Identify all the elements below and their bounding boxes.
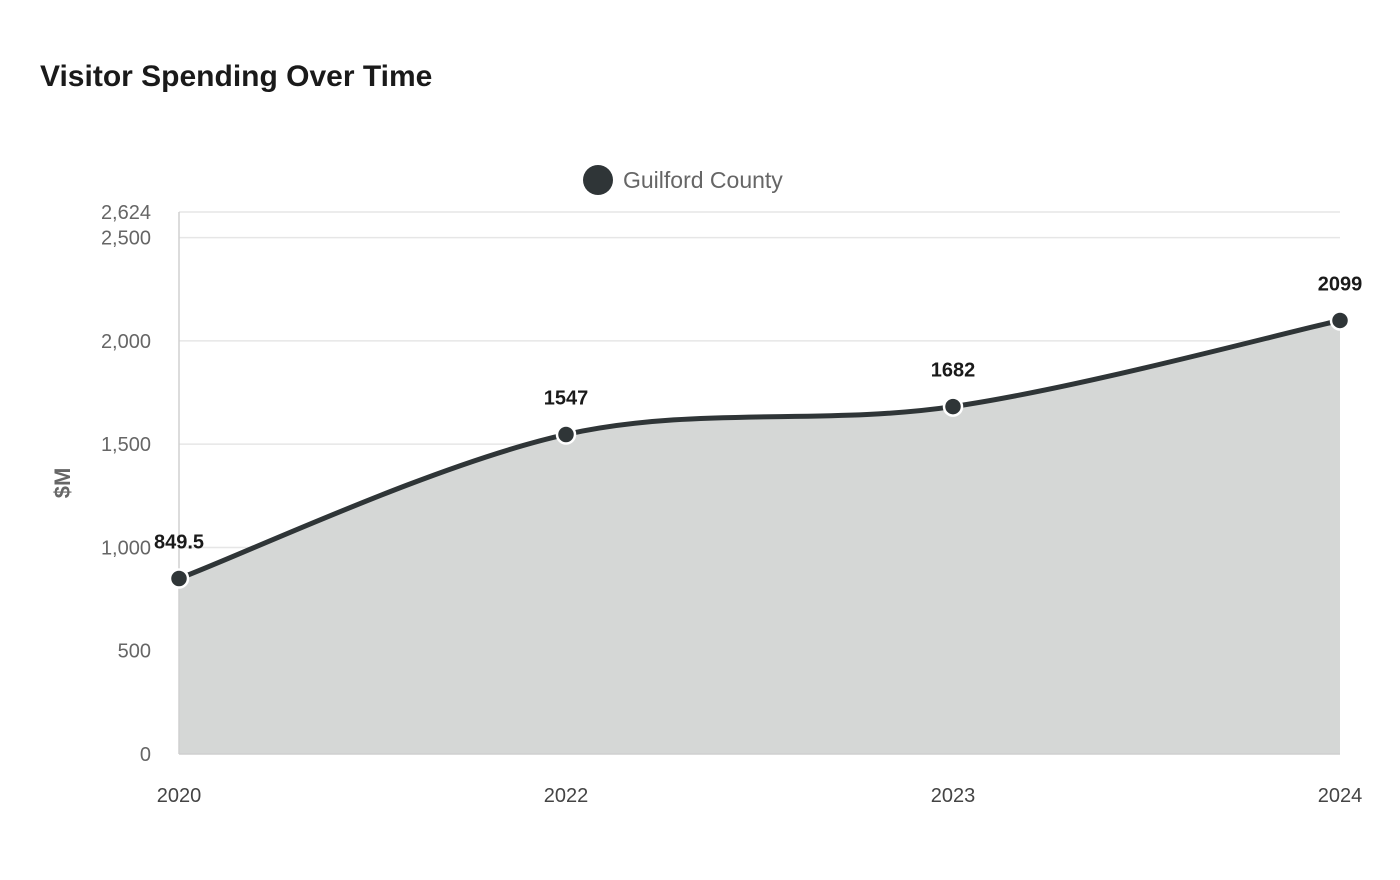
series-line xyxy=(176,317,1343,582)
x-tick-label: 2020 xyxy=(157,785,202,807)
y-tick-label: 500 xyxy=(118,641,151,663)
y-tick-label: 2,000 xyxy=(101,331,151,353)
legend[interactable]: Guilford County xyxy=(583,165,783,195)
data-point[interactable] xyxy=(1329,310,1351,331)
data-label: 1547 xyxy=(544,387,589,409)
y-tick-label: 1,500 xyxy=(101,434,151,456)
legend-marker xyxy=(583,165,613,195)
series-area xyxy=(179,320,1340,754)
legend-label: Guilford County xyxy=(623,167,783,193)
series-area-fill xyxy=(179,320,1340,754)
data-point[interactable] xyxy=(942,396,964,417)
data-label: 2099 xyxy=(1318,273,1363,295)
axes: 0 500 1,000 1,500 2,000 2,500 2,624 $M 2020 2022 2… xyxy=(50,202,1362,807)
x-tick-label: 2022 xyxy=(544,785,589,807)
y-tick-label: 2,624 xyxy=(101,202,151,224)
data-labels: 849.5 1547 1682 2099 xyxy=(154,273,1362,553)
data-label: 849.5 xyxy=(154,532,204,554)
y-tick-label: 0 xyxy=(140,744,151,766)
y-axis-title: $M xyxy=(50,468,75,499)
series-points xyxy=(168,310,1351,589)
chart-title: Visitor Spending Over Time xyxy=(40,60,433,93)
x-tick-label: 2023 xyxy=(931,785,976,807)
y-tick-label: 2,500 xyxy=(101,228,151,250)
x-tick-label: 2024 xyxy=(1318,785,1363,807)
data-point[interactable] xyxy=(168,568,190,589)
y-tick-label: 1,000 xyxy=(101,537,151,559)
data-point[interactable] xyxy=(555,424,577,445)
data-label: 1682 xyxy=(931,360,976,382)
series-line-path xyxy=(176,317,1343,582)
